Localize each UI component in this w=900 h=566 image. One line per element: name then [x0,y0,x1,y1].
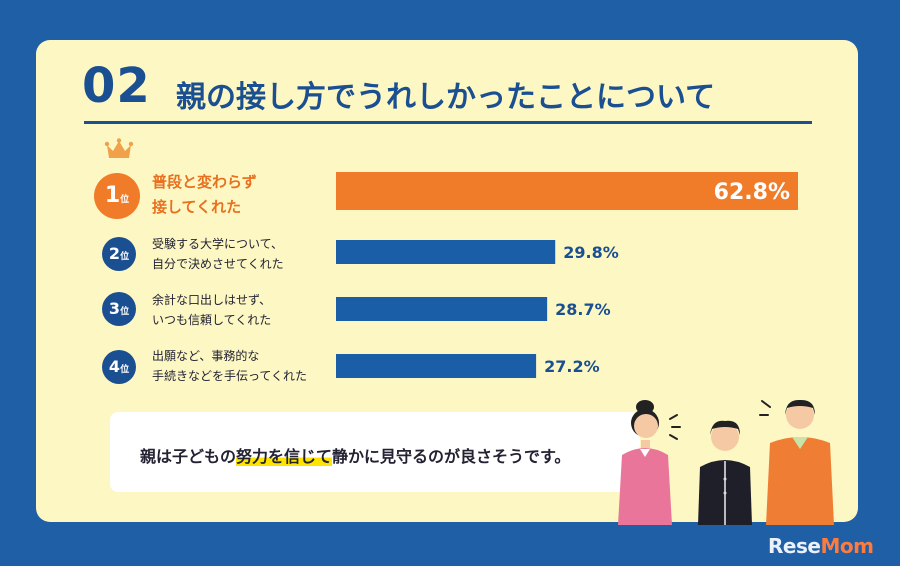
bar-value-label-2: 29.8% [563,243,619,262]
student-figure [698,420,752,525]
rank-label-3: 余計な口出しはせず、 いつも信頼してくれた [152,293,272,327]
rank-badge-4: 4位 [102,350,136,384]
mother-figure [618,400,681,525]
bar-3 [336,297,548,321]
rank-badge-3: 3位 [102,292,136,326]
rank-badge-2: 2位 [102,237,136,271]
bar-2 [336,240,556,264]
summary-box [110,412,640,492]
section-number: 02 [82,58,151,114]
summary-highlight: 努力を信じて [236,447,333,466]
rank-badge-1: 1位 [94,173,140,219]
bar-value-label-4: 27.2% [544,357,600,376]
father-figure [759,399,834,525]
bar-value-label-1: 62.8% [714,180,790,205]
summary-text: 親は子どもの努力を信じて静かに見守るのが良さそうです。 [140,447,571,466]
rank-label-4: 出願など、事務的な 手続きなどを手伝ってくれた [152,349,308,383]
bar-4 [336,354,537,378]
rank-label-2: 受験する大学について、 自分で決めさせてくれた [152,237,284,271]
bar-1 [336,172,798,210]
rank-label-1: 普段と変わらず 接してくれた [152,173,257,216]
family-illustration [618,399,834,525]
page-title: 親の接し方でうれしかったことについて [176,80,716,115]
resemom-logo: ReseMom [768,534,874,558]
crown-icon [104,138,134,158]
title-divider [84,121,812,124]
bar-value-label-3: 28.7% [555,300,611,319]
